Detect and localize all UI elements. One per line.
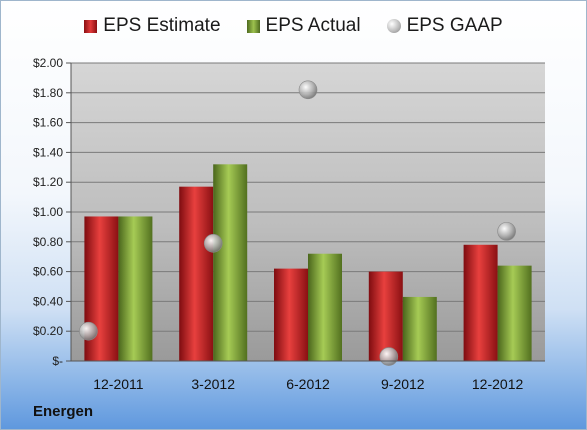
x-axis: 12-2011 3-2012 6-2012 9-2012 12-2012 xyxy=(71,360,545,392)
y-tick-label: $1.00 xyxy=(33,205,63,219)
legend-label-gaap: EPS GAAP xyxy=(406,15,503,36)
point-eps-gaap xyxy=(379,347,399,366)
legend-swatch-actual xyxy=(246,19,260,33)
y-tick-label: $1.40 xyxy=(33,145,63,159)
bars xyxy=(84,164,532,361)
legend-label-actual: EPS Actual xyxy=(265,15,361,36)
point-eps-gaap xyxy=(79,321,98,341)
legend-marker-gaap xyxy=(386,19,401,33)
bar-eps-actual xyxy=(497,265,532,361)
x-tick-label: 6-2012 xyxy=(286,376,330,392)
y-tick-label: $2.00 xyxy=(33,56,63,70)
x-tick-label: 9-2012 xyxy=(381,376,425,392)
legend-label-estimate: EPS Estimate xyxy=(103,15,221,36)
y-tick-label: $- xyxy=(52,354,63,368)
y-axis: $- $0.20 $0.40 $0.60 $0.80 $1.00 $1.20 $1.40 $1.… xyxy=(33,56,72,368)
y-tick-label: $0.40 xyxy=(33,294,63,308)
x-tick-label: 3-2012 xyxy=(191,376,235,392)
y-tick-label: $1.60 xyxy=(33,116,63,130)
bar-eps-estimate xyxy=(463,244,498,361)
bar-eps-actual xyxy=(308,253,342,361)
x-tick-label: 12-2012 xyxy=(472,376,524,392)
y-tick-label: $1.20 xyxy=(33,175,63,189)
y-tick-label: $0.80 xyxy=(33,235,63,249)
point-eps-gaap xyxy=(298,80,318,100)
company-name: Energen xyxy=(33,403,94,420)
point-eps-gaap xyxy=(203,233,223,253)
y-tick-label: $0.60 xyxy=(33,265,63,279)
bar-eps-estimate xyxy=(179,186,214,361)
bar-eps-actual xyxy=(213,164,248,361)
legend: EPS Estimate EPS Actual EPS GAAP xyxy=(1,15,586,37)
legend-item-gaap: EPS GAAP xyxy=(386,15,503,37)
legend-item-estimate: EPS Estimate xyxy=(84,15,221,37)
bar-eps-actual xyxy=(402,296,437,361)
bar-eps-estimate xyxy=(274,268,308,361)
bar-eps-estimate xyxy=(368,271,403,361)
y-tick-label: $0.20 xyxy=(33,324,63,338)
legend-swatch-estimate xyxy=(84,19,98,33)
bar-eps-actual xyxy=(118,216,153,361)
legend-item-actual: EPS Actual xyxy=(246,15,361,37)
gaap-points xyxy=(79,80,516,366)
x-tick-label: 12-2011 xyxy=(93,376,144,392)
point-eps-gaap xyxy=(497,222,516,241)
y-tick-label: $1.80 xyxy=(33,86,63,100)
